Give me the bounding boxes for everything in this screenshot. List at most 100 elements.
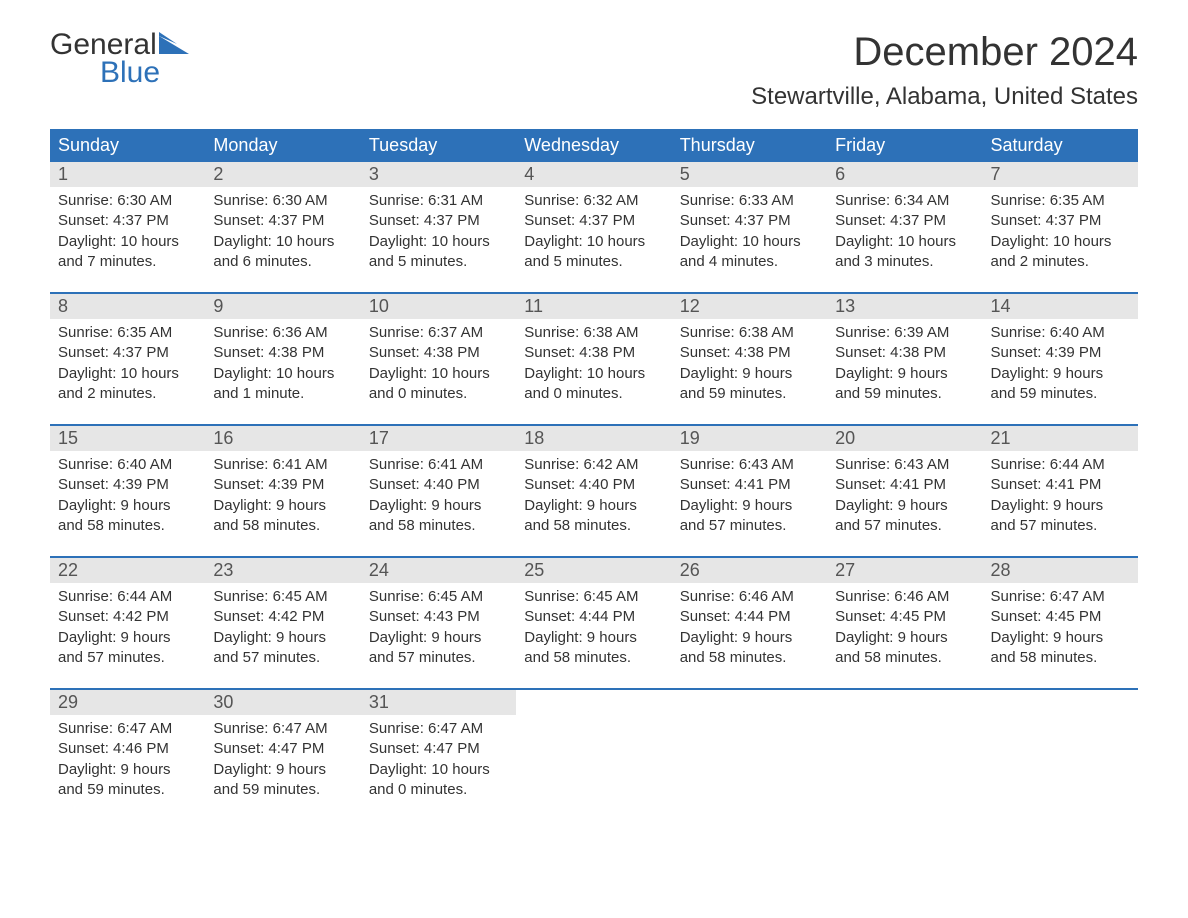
calendar-body: 1Sunrise: 6:30 AMSunset: 4:37 PMDaylight…	[50, 162, 1138, 820]
day-details: Sunrise: 6:37 AMSunset: 4:38 PMDaylight:…	[361, 319, 516, 404]
day-number: 21	[983, 426, 1138, 451]
weekday-header: Tuesday	[361, 129, 516, 162]
day-sunset: Sunset: 4:37 PM	[369, 211, 508, 231]
day-day1: Daylight: 9 hours	[835, 364, 974, 384]
day-day2: and 58 minutes.	[524, 516, 663, 536]
day-day1: Daylight: 10 hours	[58, 232, 197, 252]
heading: December 2024 Stewartville, Alabama, Uni…	[751, 30, 1138, 111]
calendar-cell: 17Sunrise: 6:41 AMSunset: 4:40 PMDayligh…	[361, 425, 516, 557]
day-sunrise: Sunrise: 6:46 AM	[835, 587, 974, 607]
day-day2: and 5 minutes.	[369, 252, 508, 272]
day-sunrise: Sunrise: 6:47 AM	[58, 719, 197, 739]
day-sunrise: Sunrise: 6:44 AM	[58, 587, 197, 607]
calendar-cell: 21Sunrise: 6:44 AMSunset: 4:41 PMDayligh…	[983, 425, 1138, 557]
day-day2: and 58 minutes.	[58, 516, 197, 536]
calendar-cell: 19Sunrise: 6:43 AMSunset: 4:41 PMDayligh…	[672, 425, 827, 557]
day-sunrise: Sunrise: 6:36 AM	[213, 323, 352, 343]
day-number: 20	[827, 426, 982, 451]
day-sunset: Sunset: 4:45 PM	[835, 607, 974, 627]
day-day2: and 2 minutes.	[991, 252, 1130, 272]
day-day2: and 0 minutes.	[369, 384, 508, 404]
calendar-row: 22Sunrise: 6:44 AMSunset: 4:42 PMDayligh…	[50, 557, 1138, 689]
day-day1: Daylight: 9 hours	[680, 496, 819, 516]
day-day2: and 4 minutes.	[680, 252, 819, 272]
day-sunset: Sunset: 4:41 PM	[835, 475, 974, 495]
day-details: Sunrise: 6:40 AMSunset: 4:39 PMDaylight:…	[983, 319, 1138, 404]
day-details: Sunrise: 6:46 AMSunset: 4:45 PMDaylight:…	[827, 583, 982, 668]
day-details: Sunrise: 6:31 AMSunset: 4:37 PMDaylight:…	[361, 187, 516, 272]
calendar-cell: 2Sunrise: 6:30 AMSunset: 4:37 PMDaylight…	[205, 162, 360, 293]
day-day2: and 58 minutes.	[680, 648, 819, 668]
day-day1: Daylight: 9 hours	[524, 496, 663, 516]
calendar-table: SundayMondayTuesdayWednesdayThursdayFrid…	[50, 129, 1138, 820]
day-day1: Daylight: 9 hours	[835, 628, 974, 648]
day-day2: and 59 minutes.	[58, 780, 197, 800]
day-day1: Daylight: 10 hours	[369, 232, 508, 252]
day-sunrise: Sunrise: 6:40 AM	[991, 323, 1130, 343]
day-number: 3	[361, 162, 516, 187]
day-sunrise: Sunrise: 6:46 AM	[680, 587, 819, 607]
day-sunset: Sunset: 4:38 PM	[213, 343, 352, 363]
header: General Blue December 2024 Stewartville,…	[50, 30, 1138, 111]
day-sunset: Sunset: 4:39 PM	[991, 343, 1130, 363]
day-details: Sunrise: 6:44 AMSunset: 4:41 PMDaylight:…	[983, 451, 1138, 536]
day-number: 23	[205, 558, 360, 583]
day-sunset: Sunset: 4:37 PM	[524, 211, 663, 231]
day-sunset: Sunset: 4:37 PM	[58, 211, 197, 231]
day-number: 31	[361, 690, 516, 715]
day-sunset: Sunset: 4:38 PM	[524, 343, 663, 363]
logo: General Blue	[50, 30, 189, 88]
calendar-cell: 23Sunrise: 6:45 AMSunset: 4:42 PMDayligh…	[205, 557, 360, 689]
day-day2: and 59 minutes.	[213, 780, 352, 800]
calendar-cell: 3Sunrise: 6:31 AMSunset: 4:37 PMDaylight…	[361, 162, 516, 293]
weekday-header: Wednesday	[516, 129, 671, 162]
day-day2: and 0 minutes.	[524, 384, 663, 404]
calendar-cell: 4Sunrise: 6:32 AMSunset: 4:37 PMDaylight…	[516, 162, 671, 293]
day-sunset: Sunset: 4:37 PM	[991, 211, 1130, 231]
day-sunrise: Sunrise: 6:45 AM	[369, 587, 508, 607]
calendar-cell: 9Sunrise: 6:36 AMSunset: 4:38 PMDaylight…	[205, 293, 360, 425]
day-day1: Daylight: 9 hours	[213, 760, 352, 780]
day-sunset: Sunset: 4:42 PM	[58, 607, 197, 627]
day-details: Sunrise: 6:30 AMSunset: 4:37 PMDaylight:…	[50, 187, 205, 272]
day-sunrise: Sunrise: 6:30 AM	[213, 191, 352, 211]
day-number: 18	[516, 426, 671, 451]
day-day2: and 1 minute.	[213, 384, 352, 404]
day-details: Sunrise: 6:39 AMSunset: 4:38 PMDaylight:…	[827, 319, 982, 404]
calendar-row: 15Sunrise: 6:40 AMSunset: 4:39 PMDayligh…	[50, 425, 1138, 557]
day-number: 15	[50, 426, 205, 451]
calendar-cell: 6Sunrise: 6:34 AMSunset: 4:37 PMDaylight…	[827, 162, 982, 293]
day-details: Sunrise: 6:47 AMSunset: 4:45 PMDaylight:…	[983, 583, 1138, 668]
day-number: 2	[205, 162, 360, 187]
day-details: Sunrise: 6:47 AMSunset: 4:46 PMDaylight:…	[50, 715, 205, 800]
day-sunrise: Sunrise: 6:40 AM	[58, 455, 197, 475]
day-sunrise: Sunrise: 6:30 AM	[58, 191, 197, 211]
day-sunset: Sunset: 4:40 PM	[524, 475, 663, 495]
day-day1: Daylight: 10 hours	[680, 232, 819, 252]
day-sunset: Sunset: 4:44 PM	[524, 607, 663, 627]
day-sunrise: Sunrise: 6:34 AM	[835, 191, 974, 211]
day-sunrise: Sunrise: 6:44 AM	[991, 455, 1130, 475]
logo-word2: Blue	[50, 58, 189, 88]
calendar-cell: 24Sunrise: 6:45 AMSunset: 4:43 PMDayligh…	[361, 557, 516, 689]
day-number: 9	[205, 294, 360, 319]
day-sunset: Sunset: 4:37 PM	[58, 343, 197, 363]
day-details: Sunrise: 6:38 AMSunset: 4:38 PMDaylight:…	[672, 319, 827, 404]
day-sunset: Sunset: 4:41 PM	[991, 475, 1130, 495]
day-details: Sunrise: 6:43 AMSunset: 4:41 PMDaylight:…	[827, 451, 982, 536]
day-sunset: Sunset: 4:38 PM	[369, 343, 508, 363]
day-day1: Daylight: 9 hours	[680, 628, 819, 648]
day-day2: and 7 minutes.	[58, 252, 197, 272]
logo-flag-icon	[159, 30, 189, 60]
day-details: Sunrise: 6:34 AMSunset: 4:37 PMDaylight:…	[827, 187, 982, 272]
day-number: 13	[827, 294, 982, 319]
day-details: Sunrise: 6:38 AMSunset: 4:38 PMDaylight:…	[516, 319, 671, 404]
day-day1: Daylight: 10 hours	[369, 760, 508, 780]
day-day2: and 57 minutes.	[991, 516, 1130, 536]
day-day1: Daylight: 9 hours	[213, 496, 352, 516]
day-day1: Daylight: 9 hours	[58, 628, 197, 648]
day-day1: Daylight: 10 hours	[213, 232, 352, 252]
day-number: 8	[50, 294, 205, 319]
day-sunset: Sunset: 4:42 PM	[213, 607, 352, 627]
day-day1: Daylight: 9 hours	[680, 364, 819, 384]
